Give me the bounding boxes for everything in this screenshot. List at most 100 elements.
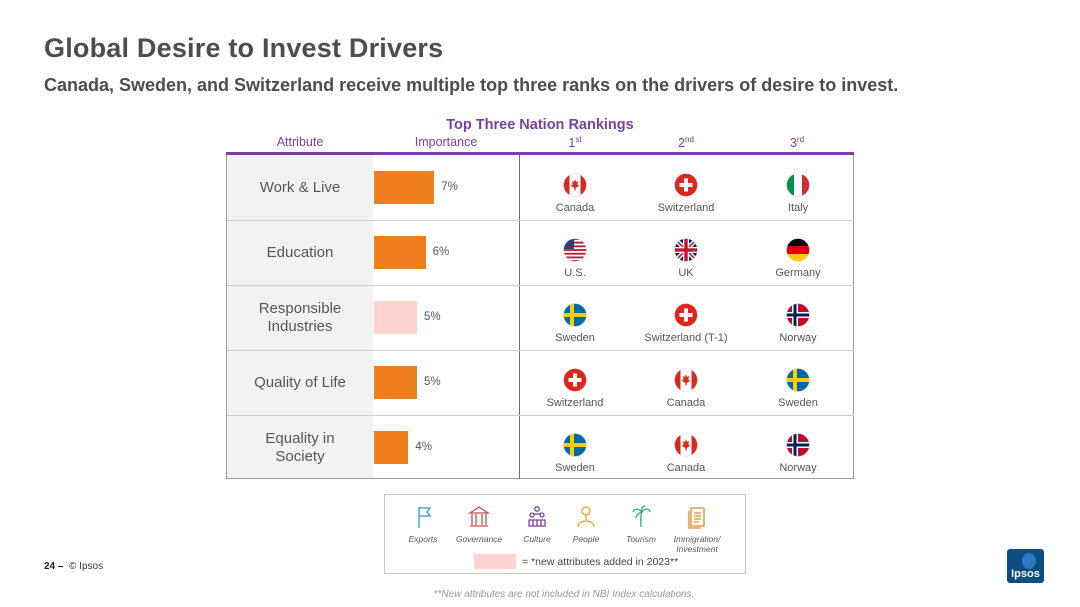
legend-item: Exports bbox=[391, 504, 455, 544]
legend-item: Immigration/ Investment bbox=[665, 504, 729, 554]
header-divider bbox=[226, 152, 854, 155]
attribute-label: Responsible Industries bbox=[258, 299, 342, 335]
attribute-column-background bbox=[227, 155, 373, 478]
rankings-table bbox=[226, 155, 854, 479]
rank-third-nation: Norway bbox=[738, 303, 858, 344]
logo-text: Ipsos bbox=[1011, 568, 1040, 580]
uk-flag-icon bbox=[626, 238, 746, 262]
row-separator bbox=[227, 350, 854, 351]
norway-flag-icon bbox=[738, 433, 858, 457]
nation-name: Canada bbox=[666, 462, 706, 474]
nation-name: Switzerland bbox=[657, 202, 715, 214]
legend-label: Governance bbox=[455, 534, 503, 544]
rank-third-nation: Norway bbox=[738, 433, 858, 474]
column-divider bbox=[519, 155, 520, 479]
sweden-flag-icon bbox=[515, 433, 635, 457]
new-attribute-swatch bbox=[474, 554, 516, 569]
rank-second-nation: Canada bbox=[626, 433, 746, 474]
importance-value: 5% bbox=[424, 311, 441, 323]
rank-second-nation: Canada bbox=[626, 368, 746, 409]
rank-second-nation: Switzerland bbox=[626, 173, 746, 214]
importance-bar bbox=[374, 236, 426, 269]
legend-label: Tourism bbox=[626, 534, 656, 544]
nation-name: Norway bbox=[779, 332, 817, 344]
legend-item: Culture bbox=[505, 504, 569, 544]
rank-first-nation: Switzerland bbox=[515, 368, 635, 409]
new-attribute-note: = *new attributes added in 2023** bbox=[522, 556, 679, 568]
legend-label: People bbox=[572, 534, 600, 544]
switzerland-flag-icon bbox=[626, 173, 746, 197]
nation-name: UK bbox=[678, 267, 694, 279]
importance-bar bbox=[374, 301, 417, 334]
ipsos-logo: Ipsos bbox=[1007, 549, 1044, 583]
nation-name: Switzerland bbox=[546, 397, 604, 409]
nation-name: Sweden bbox=[555, 332, 595, 344]
page-number: 24 – © Ipsos bbox=[44, 561, 104, 572]
page-title: Global Desire to Invest Drivers bbox=[44, 33, 444, 63]
switzerland-flag-icon bbox=[626, 303, 746, 327]
sweden-flag-icon bbox=[515, 303, 635, 327]
rank-second-nation: UK bbox=[626, 238, 746, 279]
page-subtitle: Canada, Sweden, and Switzerland receive … bbox=[44, 75, 899, 95]
norway-flag-icon bbox=[738, 303, 858, 327]
canada-flag-icon bbox=[626, 368, 746, 392]
importance-bar bbox=[374, 366, 417, 399]
importance-value: 7% bbox=[441, 181, 458, 193]
column-header-attribute: Attribute bbox=[276, 135, 324, 149]
nation-name: U.S. bbox=[564, 267, 586, 279]
rank-first-nation: Canada bbox=[515, 173, 635, 214]
nation-name: Italy bbox=[787, 202, 809, 214]
legend-item: Tourism bbox=[609, 504, 673, 544]
legend-item: People bbox=[554, 504, 618, 544]
building-icon bbox=[447, 504, 511, 530]
canada-flag-icon bbox=[626, 433, 746, 457]
sweden-flag-icon bbox=[738, 368, 858, 392]
rank-third-nation: Italy bbox=[738, 173, 858, 214]
row-separator bbox=[227, 415, 854, 416]
person-icon bbox=[554, 504, 618, 530]
switzerland-flag-icon bbox=[515, 368, 635, 392]
nation-name: Canada bbox=[666, 397, 706, 409]
attribute-label: Education bbox=[266, 243, 334, 261]
table-title: Top Three Nation Rankings bbox=[446, 117, 634, 133]
rank-first-nation: Sweden bbox=[515, 433, 635, 474]
palm-tree-icon bbox=[609, 504, 673, 530]
flag-icon bbox=[391, 504, 455, 530]
column-header-importance: Importance bbox=[414, 135, 478, 149]
rank-second-nation: Switzerland (T-1) bbox=[626, 303, 746, 344]
nation-name: Canada bbox=[555, 202, 595, 214]
legend-label: Exports bbox=[408, 534, 438, 544]
rank-third-nation: Sweden bbox=[738, 368, 858, 409]
people-group-icon bbox=[505, 504, 569, 530]
importance-value: 5% bbox=[424, 376, 441, 388]
rank-third-nation: Germany bbox=[738, 238, 858, 279]
importance-value: 4% bbox=[415, 441, 433, 453]
legend-label: Immigration/ Investment bbox=[673, 534, 721, 554]
row-separator bbox=[227, 220, 854, 221]
nation-name: Norway bbox=[779, 462, 817, 474]
attribute-label: Quality of Life bbox=[254, 373, 346, 391]
row-separator bbox=[227, 285, 854, 286]
nation-name: Germany bbox=[775, 267, 821, 279]
germany-flag-icon bbox=[738, 238, 858, 262]
importance-value: 6% bbox=[432, 246, 450, 258]
nation-name: Sweden bbox=[778, 397, 818, 409]
column-header-third: 3rd bbox=[789, 135, 805, 150]
legend-label: Culture bbox=[523, 534, 551, 544]
usa-flag-icon bbox=[515, 238, 635, 262]
importance-bar bbox=[374, 171, 435, 204]
legend-box bbox=[384, 494, 746, 574]
italy-flag-icon bbox=[738, 173, 858, 197]
attribute-label: Work & Live bbox=[259, 178, 341, 196]
attribute-label: Equality in Society bbox=[265, 429, 335, 465]
logo-mark bbox=[1022, 553, 1036, 569]
document-icon bbox=[665, 504, 729, 530]
nation-name: Switzerland (T-1) bbox=[644, 332, 728, 344]
column-header-first: 1st bbox=[568, 135, 582, 150]
canada-flag-icon bbox=[515, 173, 635, 197]
rank-first-nation: U.S. bbox=[515, 238, 635, 279]
importance-bar bbox=[374, 431, 409, 464]
rank-first-nation: Sweden bbox=[515, 303, 635, 344]
nation-name: Sweden bbox=[555, 462, 595, 474]
footnote: **New attributes are not included in NBI… bbox=[433, 589, 695, 600]
